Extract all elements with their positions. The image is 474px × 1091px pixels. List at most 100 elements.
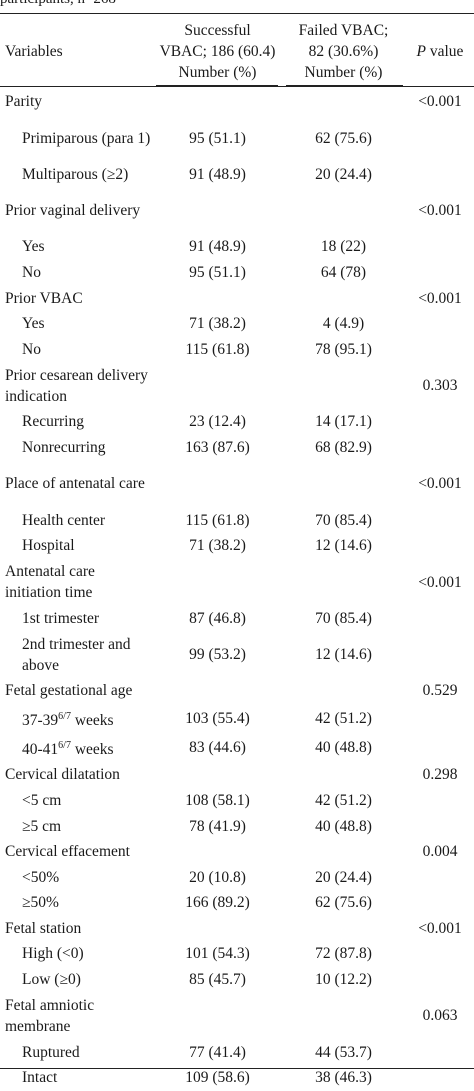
- failed-value: 68 (82.9): [315, 439, 372, 457]
- table-row: Recurring 23 (12.4) 14 (17.1): [0, 409, 474, 435]
- row-label: Recurring: [22, 413, 84, 431]
- table-row: Primiparous (para 1) 95 (51.1) 62 (75.6): [0, 115, 474, 162]
- table-row: ≥50% 166 (89.2) 62 (75.6): [0, 890, 474, 916]
- row-label: No: [22, 264, 41, 282]
- p-value: [406, 260, 474, 286]
- successful-value: [154, 678, 281, 704]
- p-value: [406, 115, 474, 162]
- truncated-caption: participants, n=268: [0, 0, 116, 8]
- failed-value: 64 (78): [320, 264, 367, 282]
- successful-value: 78 (41.9): [189, 817, 246, 835]
- p-value: [406, 606, 474, 632]
- row-label: 1st trimester: [22, 609, 100, 627]
- p-value: 0.303: [422, 377, 458, 395]
- p-value: [406, 162, 474, 188]
- failed-value: [281, 362, 406, 409]
- successful-value: [154, 89, 281, 115]
- p-value: <0.001: [418, 202, 462, 220]
- failed-value: [281, 678, 406, 704]
- failed-value: [281, 916, 406, 942]
- failed-value: 4 (4.9): [322, 315, 365, 333]
- successful-value: 101 (54.3): [185, 945, 250, 963]
- p-value: <0.001: [418, 475, 462, 493]
- group-label: Prior vaginal delivery: [5, 202, 141, 220]
- table-row: No 115 (61.8) 78 (95.1): [0, 337, 474, 363]
- table-group-row: Fetal gestational age 0.529: [0, 678, 474, 704]
- group-label: Antenatal care initiation time: [5, 563, 95, 602]
- row-label: Ruptured: [22, 1043, 80, 1061]
- table-row: Low (≥0) 85 (45.7) 10 (12.2): [0, 967, 474, 993]
- failed-value: [281, 839, 406, 865]
- table-row: ≥5 cm 78 (41.9) 40 (48.8): [0, 813, 474, 839]
- successful-value: 85 (45.7): [189, 971, 246, 989]
- table-row: Hospital 71 (38.2) 12 (14.6): [0, 533, 474, 559]
- header-successful-line-2: VBAC; 186 (60.4): [159, 43, 276, 60]
- row-label: 40-416/7 weeks: [0, 733, 154, 762]
- row-label: Yes: [22, 315, 45, 333]
- p-value: <0.001: [418, 919, 462, 937]
- row-label: ≥50%: [22, 894, 59, 912]
- successful-value: 115 (61.8): [185, 511, 250, 529]
- row-label-text: 37-39: [22, 711, 59, 729]
- failed-value: 12 (14.6): [315, 537, 372, 555]
- failed-value: 62 (75.6): [315, 129, 372, 147]
- failed-value: 44 (53.7): [315, 1043, 372, 1061]
- table-group-row: Prior VBAC <0.001: [0, 285, 474, 311]
- failed-value: 18 (22): [320, 238, 367, 256]
- row-label: 2nd trimester and above: [22, 635, 131, 674]
- table-row: Health center 115 (61.8) 70 (85.4): [0, 507, 474, 533]
- header-variables: Variables: [5, 43, 63, 60]
- failed-value: 42 (51.2): [315, 791, 372, 809]
- row-label: No: [22, 340, 41, 358]
- successful-value: [154, 362, 281, 409]
- row-label: ≥5 cm: [22, 817, 62, 835]
- successful-value: [154, 762, 281, 788]
- p-value: [406, 409, 474, 435]
- successful-value: 91 (48.9): [189, 165, 246, 183]
- table-group-row: Prior vaginal delivery <0.001: [0, 187, 474, 234]
- row-label: Yes: [22, 238, 45, 256]
- header-successful-line-1: Successful: [184, 22, 251, 39]
- successful-value: 166 (89.2): [185, 894, 250, 912]
- successful-value: [154, 285, 281, 311]
- table-row: No 95 (51.1) 64 (78): [0, 260, 474, 286]
- data-table: Variables Successful VBAC; 186 (60.4) Nu…: [0, 14, 474, 1091]
- table-group-row: Fetal station <0.001: [0, 916, 474, 942]
- p-value-label: value: [426, 43, 464, 60]
- group-label: Place of antenatal care: [5, 475, 145, 493]
- row-label-text: 40-41: [22, 741, 59, 759]
- table-body: Parity <0.001 Primiparous (para 1) 95 (51.1…: [0, 89, 474, 1091]
- group-label: Fetal amniotic membrane: [5, 996, 95, 1035]
- failed-value: 20 (24.4): [315, 165, 372, 183]
- failed-value: 70 (85.4): [315, 609, 372, 627]
- p-value: [406, 435, 474, 461]
- successful-value: [154, 559, 281, 606]
- failed-value: 62 (75.6): [315, 894, 372, 912]
- successful-value: 103 (55.4): [185, 709, 250, 727]
- table-row: 40-416/7 weeks 83 (44.6) 40 (48.8): [0, 733, 474, 762]
- header-underline-failed: [286, 85, 403, 86]
- failed-value: 14 (17.1): [315, 413, 372, 431]
- row-label: Nonrecurring: [22, 439, 106, 457]
- p-value: [406, 533, 474, 559]
- header-failed-line-3: Number (%): [304, 64, 383, 81]
- table-row: Nonrecurring 163 (87.6) 68 (82.9): [0, 435, 474, 461]
- row-label-superscript: 6/7: [58, 739, 71, 751]
- successful-value: 87 (46.8): [189, 609, 246, 627]
- failed-value: [281, 89, 406, 115]
- p-italic: P: [416, 43, 426, 60]
- p-value: 0.298: [422, 766, 458, 784]
- row-label: Multiparous (≥2): [22, 165, 129, 183]
- top-rule: [0, 13, 474, 14]
- p-value: [406, 234, 474, 260]
- successful-value: [154, 839, 281, 865]
- table-group-row: Place of antenatal care <0.001: [0, 460, 474, 507]
- p-value: [406, 704, 474, 733]
- failed-value: [281, 762, 406, 788]
- row-label: Health center: [22, 511, 106, 529]
- failed-value: [281, 559, 406, 606]
- failed-value: [281, 285, 406, 311]
- header-failed-line-2: 82 (30.6%): [308, 43, 379, 60]
- p-value: [406, 311, 474, 337]
- row-label: <50%: [22, 868, 60, 886]
